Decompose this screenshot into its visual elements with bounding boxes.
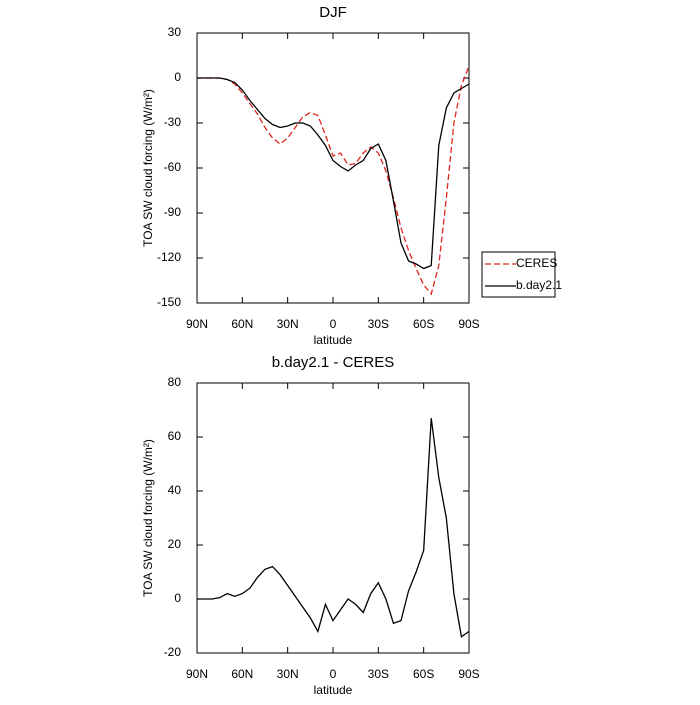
x-tick-label: 60N [231,317,253,331]
x-tick-label: 90N [186,667,208,681]
y-tick-label: 0 [174,70,181,84]
y-tick-label: 20 [168,537,182,551]
y-axis-label: TOA SW cloud forcing (W/m²) [141,439,155,597]
x-tick-label: 90S [458,667,479,681]
y-tick-label: -20 [164,645,182,659]
x-tick-label: 0 [330,317,337,331]
x-tick-label: 0 [330,667,337,681]
y-tick-label: 30 [168,25,182,39]
chart-title: b.day2.1 - CERES [272,354,395,371]
data-line [197,418,470,638]
y-tick-label: 60 [168,429,182,443]
y-tick-label: -120 [157,250,181,264]
x-tick-label: 60S [413,317,434,331]
x-tick-label: 30N [277,667,299,681]
y-tick-label: 80 [168,375,182,389]
data-line [197,65,470,296]
x-tick-label: 30S [368,667,389,681]
y-tick-label: -150 [157,295,181,309]
y-axis-label: TOA SW cloud forcing (W/m²) [141,89,155,247]
x-tick-label: 90S [458,317,479,331]
y-tick-label: -30 [164,115,182,129]
chart-title: DJF [319,4,347,21]
y-tick-label: 40 [168,483,182,497]
legend-label: CERES [516,256,557,270]
x-tick-label: 30S [368,317,389,331]
y-tick-label: 0 [174,591,181,605]
x-axis-label: latitude [314,683,353,697]
y-tick-label: -60 [164,160,182,174]
y-tick-label: -90 [164,205,182,219]
x-tick-label: 30N [277,317,299,331]
legend-box [481,251,556,298]
x-tick-label: 60S [413,667,434,681]
plot-frame [196,32,470,304]
x-tick-label: 60N [231,667,253,681]
data-line [197,77,470,270]
x-axis-label: latitude [314,333,353,347]
legend-label: b.day2.1 [516,278,562,292]
x-tick-label: 90N [186,317,208,331]
plot-frame [196,382,470,654]
